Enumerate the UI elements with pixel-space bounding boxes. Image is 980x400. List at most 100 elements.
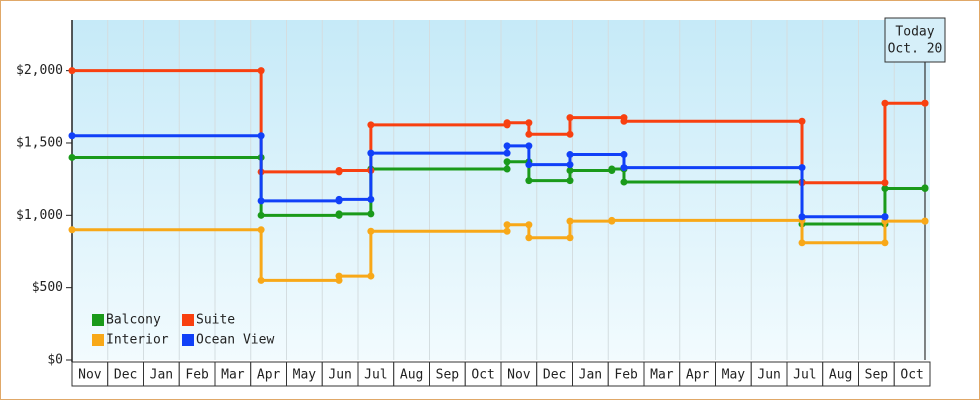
point-marker bbox=[921, 99, 929, 107]
point-marker bbox=[503, 158, 511, 166]
point-marker bbox=[335, 210, 343, 218]
point-marker bbox=[525, 221, 533, 229]
point-marker bbox=[257, 226, 265, 234]
point-marker bbox=[881, 99, 889, 107]
point-marker bbox=[68, 153, 76, 161]
x-cell bbox=[321, 361, 359, 387]
series bbox=[68, 67, 929, 187]
x-cell bbox=[786, 361, 824, 387]
point-marker bbox=[921, 217, 929, 225]
point-marker bbox=[257, 197, 265, 205]
today-label: Today bbox=[895, 25, 934, 40]
point-marker bbox=[566, 130, 574, 138]
x-tick-label: Aug bbox=[829, 368, 852, 383]
x-cell bbox=[464, 361, 502, 387]
point-marker bbox=[367, 121, 375, 129]
y-tick-label: $0 bbox=[47, 353, 63, 368]
point-marker bbox=[68, 226, 76, 234]
x-tick-label: Mar bbox=[650, 368, 674, 383]
point-marker bbox=[525, 234, 533, 242]
x-tick-label: May bbox=[293, 368, 317, 383]
x-cell bbox=[715, 361, 752, 387]
x-tick-label: Jun bbox=[328, 368, 351, 383]
x-tick-label: Sep bbox=[865, 368, 889, 383]
point-marker bbox=[798, 239, 806, 247]
x-tick-label: Apr bbox=[686, 368, 710, 383]
point-marker bbox=[503, 227, 511, 235]
y-tick-label: $1,000 bbox=[16, 208, 63, 223]
point-marker bbox=[503, 142, 511, 150]
point-marker bbox=[566, 177, 574, 185]
point-marker bbox=[608, 165, 616, 173]
point-marker bbox=[257, 67, 265, 75]
x-cell bbox=[536, 361, 573, 387]
legend-label: Ocean View bbox=[196, 333, 274, 348]
x-tick-label: Oct bbox=[900, 368, 923, 383]
legend-label: Interior bbox=[106, 333, 169, 348]
x-cell bbox=[429, 361, 466, 387]
point-marker bbox=[257, 276, 265, 284]
x-cell bbox=[357, 361, 395, 387]
point-marker bbox=[367, 149, 375, 157]
x-tick-label: Mar bbox=[221, 368, 245, 383]
legend-swatch bbox=[92, 314, 104, 326]
point-marker bbox=[68, 132, 76, 140]
x-tick-label: Nov bbox=[507, 368, 531, 383]
point-marker bbox=[525, 119, 533, 127]
point-marker bbox=[566, 114, 574, 122]
point-marker bbox=[881, 179, 889, 187]
point-marker bbox=[335, 272, 343, 280]
point-marker bbox=[335, 166, 343, 174]
x-cell bbox=[107, 361, 144, 387]
legend-swatch bbox=[182, 334, 194, 346]
point-marker bbox=[620, 164, 628, 172]
point-marker bbox=[566, 161, 574, 169]
point-marker bbox=[68, 67, 76, 75]
point-marker bbox=[881, 185, 889, 193]
x-tick-label: Dec bbox=[543, 368, 566, 383]
point-marker bbox=[620, 151, 628, 159]
point-marker bbox=[566, 217, 574, 225]
today-date: Oct. 20 bbox=[888, 42, 943, 57]
point-marker bbox=[257, 132, 265, 140]
x-tick-label: May bbox=[722, 368, 746, 383]
series bbox=[68, 132, 889, 221]
point-marker bbox=[566, 166, 574, 174]
point-marker bbox=[525, 177, 533, 185]
x-tick-label: Jan bbox=[150, 368, 173, 383]
point-marker bbox=[257, 211, 265, 219]
x-tick-label: Nov bbox=[78, 368, 102, 383]
point-marker bbox=[881, 213, 889, 221]
x-cell bbox=[893, 361, 931, 387]
point-marker bbox=[881, 239, 889, 247]
point-marker bbox=[367, 210, 375, 218]
x-cell bbox=[286, 361, 323, 387]
y-tick-label: $1,500 bbox=[16, 135, 63, 150]
x-tick-label: Jul bbox=[793, 368, 816, 383]
x-tick-label: Jul bbox=[364, 368, 387, 383]
point-marker bbox=[525, 130, 533, 138]
legend-swatch bbox=[92, 334, 104, 346]
y-tick-label: $500 bbox=[32, 280, 63, 295]
x-tick-label: Jan bbox=[579, 368, 602, 383]
x-tick-label: Aug bbox=[400, 368, 423, 383]
x-cell bbox=[858, 361, 895, 387]
point-marker bbox=[367, 227, 375, 235]
point-marker bbox=[798, 213, 806, 221]
series bbox=[68, 216, 929, 284]
x-tick-label: Dec bbox=[114, 368, 137, 383]
x-cell bbox=[178, 361, 216, 387]
point-marker bbox=[503, 119, 511, 127]
today-box bbox=[884, 17, 946, 63]
point-marker bbox=[503, 149, 511, 157]
x-tick-label: Jun bbox=[757, 368, 780, 383]
legend-swatch bbox=[182, 314, 194, 326]
point-marker bbox=[566, 234, 574, 242]
point-marker bbox=[335, 195, 343, 203]
legend-label: Suite bbox=[196, 313, 235, 328]
x-tick-label: Feb bbox=[614, 368, 638, 383]
legend-label: Balcony bbox=[106, 313, 161, 328]
x-cell bbox=[393, 361, 430, 387]
x-tick-label: Apr bbox=[257, 368, 281, 383]
